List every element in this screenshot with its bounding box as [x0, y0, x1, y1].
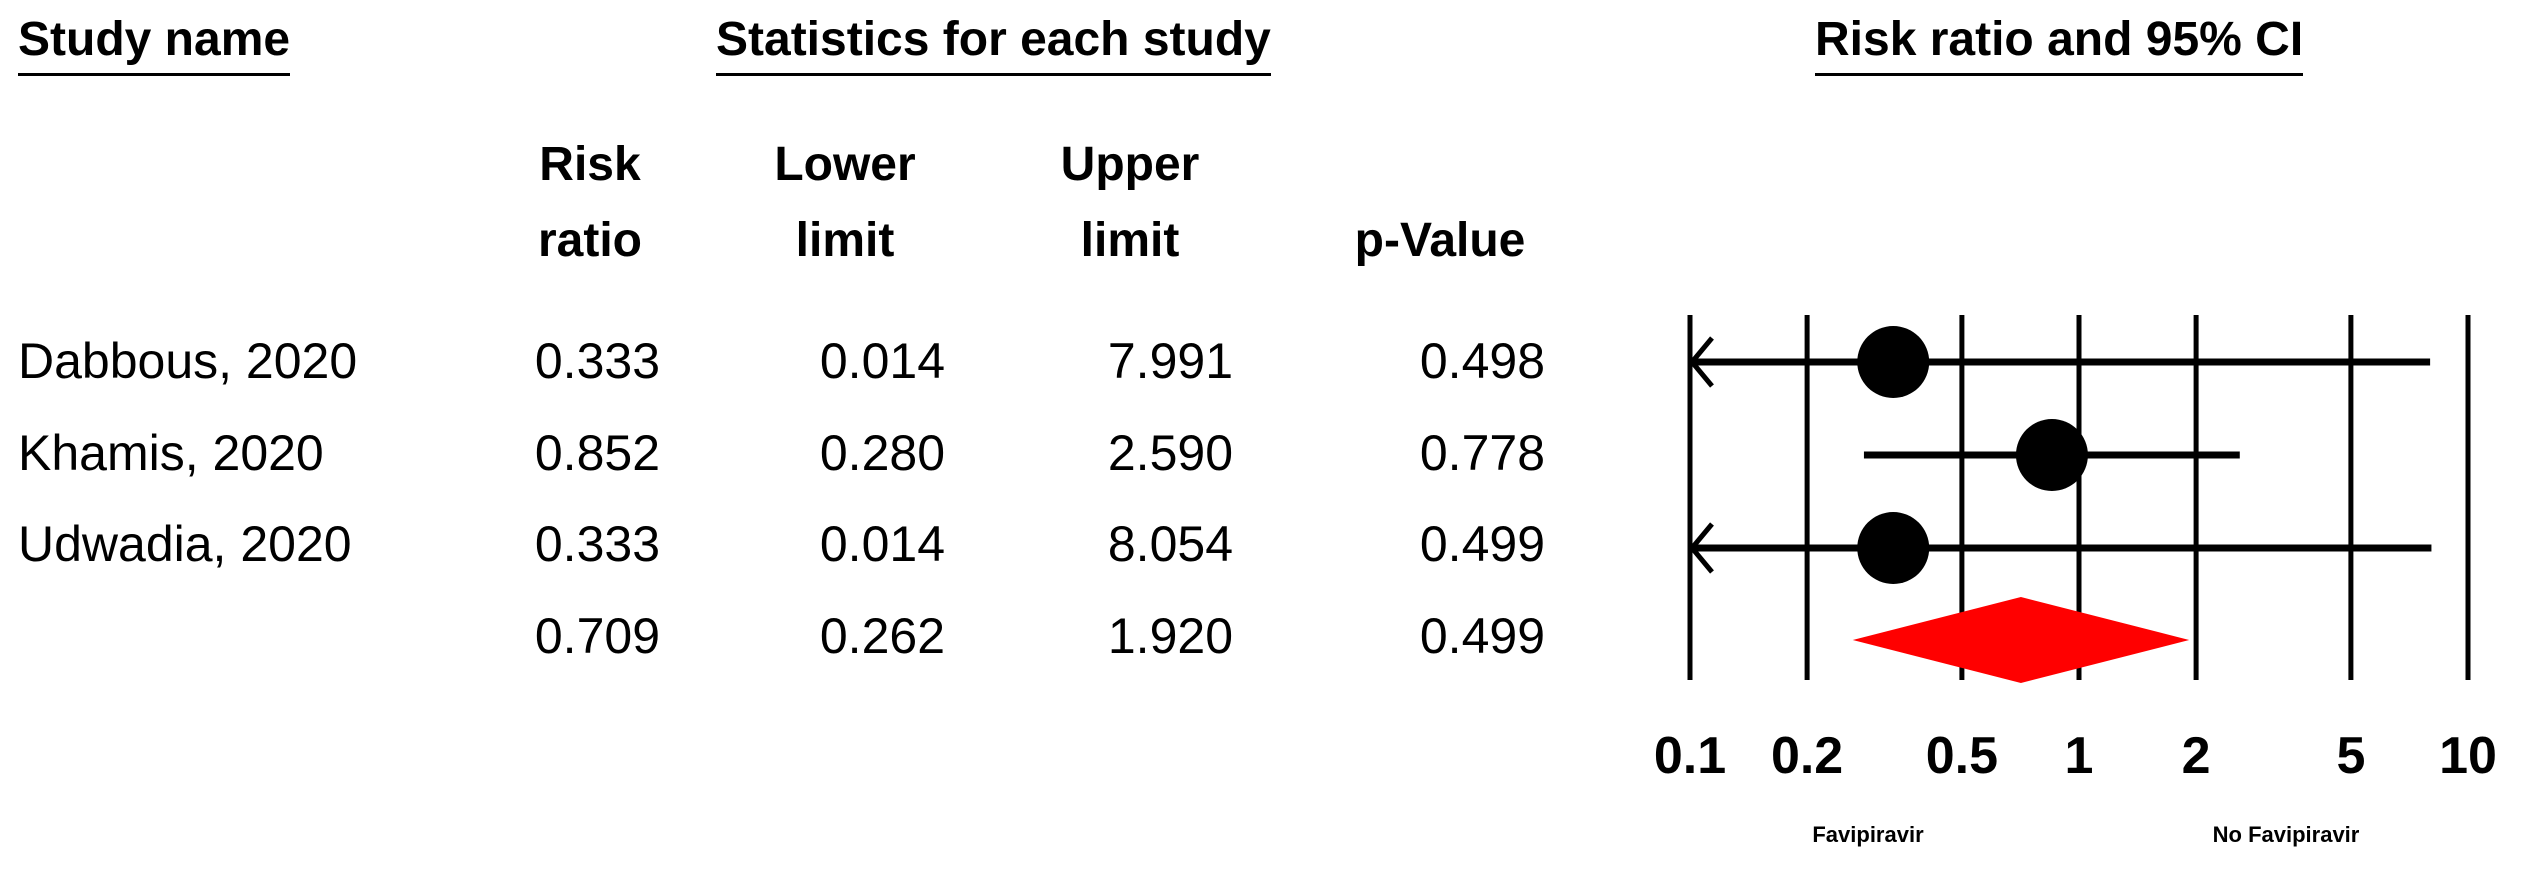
p-value: 0.778	[1419, 425, 1545, 481]
point-estimate	[2015, 419, 2088, 491]
favours-right-label: No Favipiravir	[2213, 822, 2360, 847]
study-name: Khamis, 2020	[18, 425, 324, 481]
lower-limit-value: 0.262	[819, 608, 945, 664]
risk-ratio-value: 0.852	[534, 425, 660, 481]
plot-header: Risk ratio and 95% CI	[1815, 12, 2304, 76]
upper-limit-value: 2.590	[1107, 425, 1233, 481]
pooled-diamond	[1852, 597, 2190, 683]
tick-label-1: 1	[2065, 727, 2094, 785]
study-name: Udwadia, 2020	[18, 516, 352, 572]
tick-label-0-1: 0.1	[1654, 727, 1726, 785]
risk-ratio-value: 0.709	[534, 608, 660, 664]
tick-label-0-2: 0.2	[1771, 727, 1843, 785]
col-risk-ratio: Risk ratio	[537, 138, 642, 267]
upper-limit-value: 8.054	[1107, 516, 1233, 572]
col-upper-limit: Upper limit	[1060, 138, 1200, 267]
col-lower-limit: Lower limit	[774, 138, 916, 267]
point-estimate	[1857, 512, 1930, 584]
lower-limit-value: 0.280	[819, 425, 945, 481]
point-estimate	[1857, 326, 1930, 398]
favours-left-label: Favipiravir	[1812, 822, 1924, 847]
ci-arrow-left	[1688, 336, 1714, 388]
p-value: 0.499	[1419, 516, 1545, 572]
tick-label-2: 2	[2182, 727, 2211, 785]
ci-arrow-left	[1688, 522, 1714, 574]
lower-limit-value: 0.014	[819, 333, 945, 389]
risk-ratio-value: 0.333	[534, 516, 660, 572]
upper-limit-value: 1.920	[1107, 608, 1233, 664]
col-p-value: p-Value	[1354, 214, 1526, 267]
tick-label-0-5: 0.5	[1926, 727, 1998, 785]
lower-limit-value: 0.014	[819, 516, 945, 572]
tick-label-10: 10	[2439, 727, 2497, 785]
statistics-header: Statistics for each study	[716, 12, 1271, 76]
risk-ratio-value: 0.333	[534, 333, 660, 389]
study-name: Dabbous, 2020	[18, 333, 358, 389]
upper-limit-value: 7.991	[1107, 333, 1233, 389]
study-name-header: Study name	[18, 12, 291, 76]
p-value: 0.498	[1419, 333, 1545, 389]
p-value: 0.499	[1419, 608, 1545, 664]
tick-label-5: 5	[2336, 727, 2365, 785]
